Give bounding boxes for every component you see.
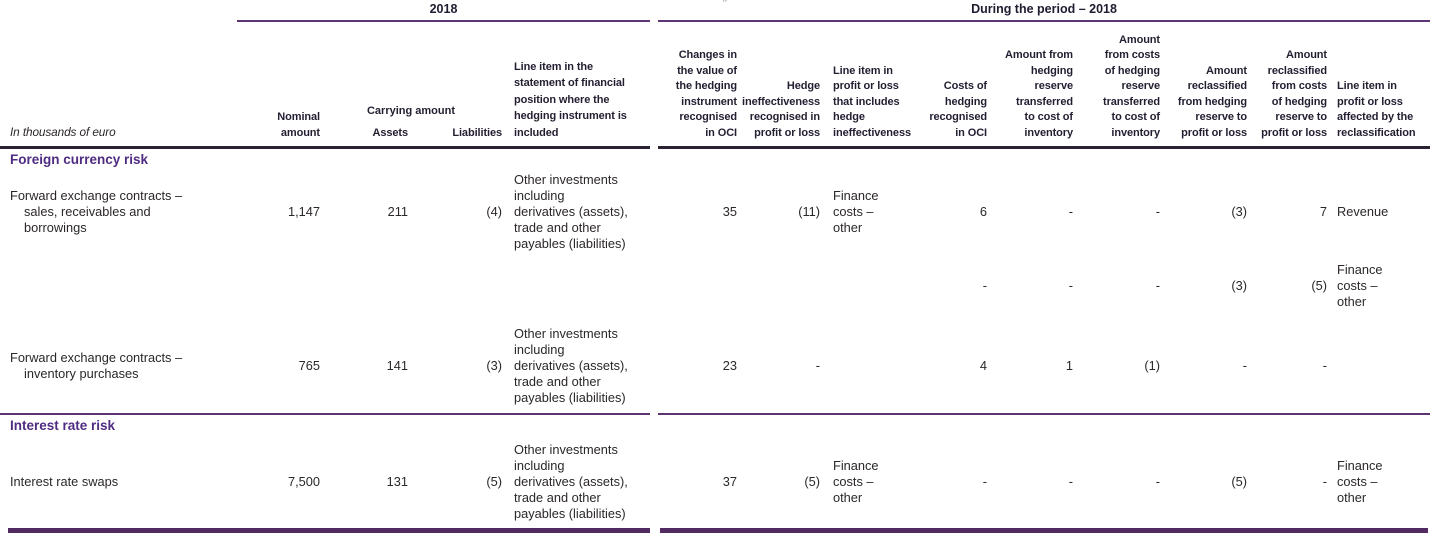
cell-hedge-ineffectiveness: (5)	[804, 474, 820, 489]
cell-reclassified-costs: 7	[1319, 204, 1327, 219]
rule-bottom-right	[660, 528, 1428, 533]
cell-nominal-amount: 765	[298, 358, 320, 373]
col-header-hedge-ineffectiveness: Hedge ineffectiveness recognised in prof…	[742, 80, 820, 139]
cell-liabilities: (5)	[486, 474, 502, 489]
col-header-carrying-amount: Carrying amount	[366, 105, 455, 117]
cell-changes-oci: 35	[722, 204, 737, 219]
cell-reclassified-hedging: (3)	[1231, 204, 1247, 219]
cell-line-item-reclass: Finance costs – other	[1337, 458, 1383, 505]
row-label: Interest rate swaps	[10, 474, 119, 489]
cell-changes-oci: 23	[722, 358, 737, 373]
section-title: Interest rate risk	[10, 418, 116, 433]
cell-line-item-reclass: Revenue	[1337, 204, 1389, 219]
row-label: Forward exchange contracts – inventory p…	[10, 350, 183, 381]
col-header-line-item-pl: Line item in profit or loss that include…	[833, 64, 911, 139]
cell-reclassified-costs: -	[1322, 358, 1327, 373]
cell-costs-of-hedging: 6	[979, 204, 987, 219]
section-row-interest-rate-risk: Interest rate risk	[0, 415, 1430, 436]
cell-hedge-ineffectiveness: (11)	[798, 204, 820, 219]
cell-reclassified-hedging: (3)	[1231, 278, 1247, 293]
cell-amount-hedging-reserve: -	[1068, 204, 1073, 219]
cell-amount-hedging-reserve: -	[1068, 474, 1073, 489]
cell-liabilities: (4)	[486, 204, 502, 219]
col-header-amount-hedging-reserve: Amount from hedging reserve transferred …	[1005, 49, 1073, 139]
group-header-2018: 2018	[429, 2, 458, 16]
cell-hedge-ineffectiveness: -	[815, 358, 820, 373]
cell-line-item-pl: Finance costs – other	[833, 458, 879, 505]
col-header-nominal-amount: Nominal amount	[277, 111, 320, 139]
cell-assets: 211	[387, 204, 408, 219]
table-row-interest-rate-swaps: Interest rate swaps 7,500 131 (5) Other …	[0, 436, 1430, 528]
cell-amount-costs-reserve: -	[1155, 278, 1160, 293]
cell-amount-hedging-reserve: 1	[1065, 358, 1073, 373]
cell-changes-oci: 37	[722, 474, 737, 489]
column-header-row: In thousands of euro Nominal amount Asse…	[0, 22, 1430, 146]
cell-reclassified-hedging: (5)	[1231, 474, 1247, 489]
rule-mid-right	[658, 413, 1430, 415]
cell-reclassified-costs: -	[1322, 474, 1327, 489]
rule-header-right	[658, 146, 1430, 149]
table-row-fec-inventory: Forward exchange contracts – inventory p…	[0, 320, 1430, 412]
col-header-liabilities: Liabilities	[452, 126, 502, 139]
cell-nominal-amount: 7,500	[287, 474, 320, 489]
cell-amount-costs-reserve: (1)	[1144, 358, 1160, 373]
cell-amount-costs-reserve: -	[1155, 474, 1160, 489]
col-header-amount-costs-reserve: Amount from costs of hedging reserve tra…	[1103, 33, 1160, 139]
col-header-costs-of-hedging: Costs of hedging recognised in OCI	[929, 80, 987, 139]
rule-bottom-left	[8, 528, 650, 533]
col-header-assets: Assets	[372, 126, 409, 139]
col-header-line-item-sofp: Line item in the statement of financial …	[514, 60, 627, 139]
cell-assets: 141	[386, 358, 408, 373]
section-row-foreign-currency-risk: Foreign currency risk	[0, 148, 1430, 170]
rule-mid-left	[0, 413, 650, 415]
cell-line-item-pl: Finance costs – other	[833, 188, 879, 235]
units-note: In thousands of euro	[10, 124, 116, 139]
cell-line-item-sofp: Other investments including derivatives …	[514, 442, 628, 521]
col-header-reclassified-hedging: Amount reclassified from hedging reserve…	[1177, 64, 1247, 139]
cell-line-item-sofp: Other investments including derivatives …	[514, 172, 628, 251]
cell-costs-of-hedging: 4	[979, 358, 987, 373]
table-row-fec-sales: Forward exchange contracts – sales, rece…	[0, 170, 1430, 254]
col-header-line-item-reclass: Line item in profit or loss affected by …	[1337, 80, 1416, 139]
cell-line-item-reclass: Finance costs – other	[1337, 262, 1383, 309]
cell-reclassified-hedging: -	[1242, 358, 1247, 373]
row-label: Forward exchange contracts – sales, rece…	[10, 188, 183, 235]
cell-reclassified-costs: (5)	[1311, 278, 1327, 293]
rule-header-left	[0, 146, 650, 149]
section-title: Foreign currency risk	[10, 151, 149, 167]
cell-nominal-amount: 1,147	[287, 204, 320, 219]
cell-amount-costs-reserve: -	[1155, 204, 1160, 219]
rule-top-right	[658, 20, 1430, 22]
cell-assets: 131	[386, 474, 408, 489]
col-header-reclassified-costs: Amount reclassified from costs of hedgin…	[1261, 49, 1327, 139]
group-header-during-period: During the period – 2018	[971, 2, 1117, 16]
cell-costs-of-hedging: -	[982, 278, 987, 293]
cell-liabilities: (3)	[486, 358, 502, 373]
cell-line-item-sofp: Other investments including derivatives …	[514, 326, 628, 405]
table-row-fec-sales-continued: - - - (3) (5) Finance costs – other	[0, 252, 1430, 320]
col-header-changes-oci: Changes in the value of the hedging inst…	[675, 49, 737, 139]
stray-crop-mark: ”	[722, 0, 728, 9]
cell-costs-of-hedging: -	[982, 474, 987, 489]
cell-amount-hedging-reserve: -	[1068, 278, 1073, 293]
rule-top-left	[237, 20, 650, 22]
